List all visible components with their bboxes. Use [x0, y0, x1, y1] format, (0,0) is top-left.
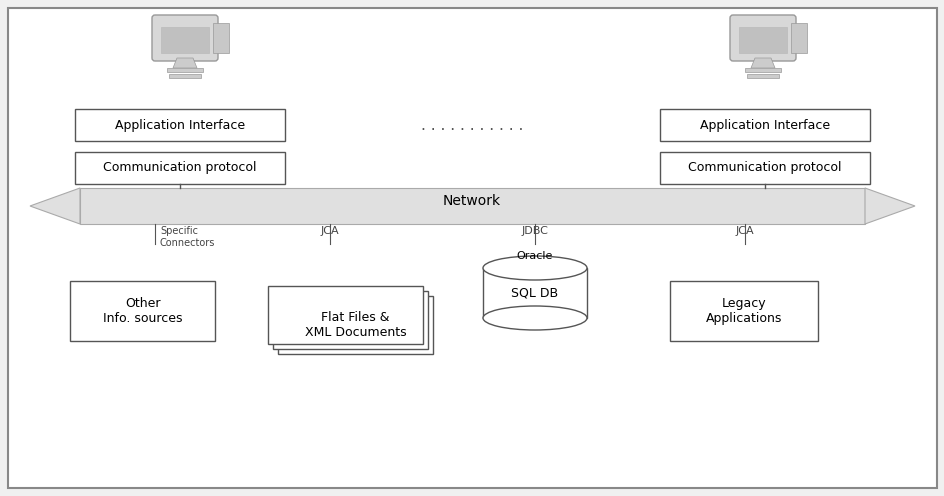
- FancyBboxPatch shape: [152, 15, 218, 61]
- FancyBboxPatch shape: [212, 23, 228, 53]
- Text: Communication protocol: Communication protocol: [687, 162, 841, 175]
- Text: JDBC: JDBC: [521, 226, 548, 236]
- Text: Application Interface: Application Interface: [700, 119, 829, 131]
- FancyBboxPatch shape: [80, 188, 864, 224]
- FancyBboxPatch shape: [659, 152, 869, 184]
- Text: Application Interface: Application Interface: [115, 119, 244, 131]
- Text: Network: Network: [443, 194, 500, 208]
- FancyBboxPatch shape: [160, 27, 209, 53]
- FancyBboxPatch shape: [738, 27, 786, 53]
- FancyBboxPatch shape: [75, 109, 285, 141]
- Text: Other
Info. sources: Other Info. sources: [103, 297, 182, 325]
- Polygon shape: [482, 268, 586, 318]
- Ellipse shape: [482, 306, 586, 330]
- FancyBboxPatch shape: [75, 152, 285, 184]
- FancyBboxPatch shape: [268, 286, 423, 344]
- FancyBboxPatch shape: [273, 291, 428, 349]
- FancyBboxPatch shape: [659, 109, 869, 141]
- FancyBboxPatch shape: [744, 68, 780, 72]
- Text: Legacy
Applications: Legacy Applications: [705, 297, 782, 325]
- Polygon shape: [30, 188, 80, 224]
- FancyBboxPatch shape: [790, 23, 806, 53]
- Text: Specific
Connectors: Specific Connectors: [160, 226, 215, 248]
- Text: JCA: JCA: [735, 226, 753, 236]
- Ellipse shape: [482, 256, 586, 280]
- FancyBboxPatch shape: [729, 15, 795, 61]
- FancyBboxPatch shape: [278, 296, 432, 354]
- Polygon shape: [750, 58, 774, 68]
- Text: Flat Files &
XML Documents: Flat Files & XML Documents: [304, 311, 406, 339]
- FancyBboxPatch shape: [70, 281, 215, 341]
- Text: JCA: JCA: [320, 226, 339, 236]
- Polygon shape: [173, 58, 196, 68]
- FancyBboxPatch shape: [746, 74, 778, 78]
- FancyBboxPatch shape: [167, 68, 203, 72]
- FancyBboxPatch shape: [669, 281, 818, 341]
- FancyBboxPatch shape: [169, 74, 201, 78]
- Text: . . . . . . . . . . .: . . . . . . . . . . .: [420, 118, 523, 132]
- Polygon shape: [864, 188, 914, 224]
- Text: Communication protocol: Communication protocol: [103, 162, 257, 175]
- Text: Oracle: Oracle: [516, 251, 552, 261]
- Text: SQL DB: SQL DB: [511, 287, 558, 300]
- FancyBboxPatch shape: [8, 8, 936, 488]
